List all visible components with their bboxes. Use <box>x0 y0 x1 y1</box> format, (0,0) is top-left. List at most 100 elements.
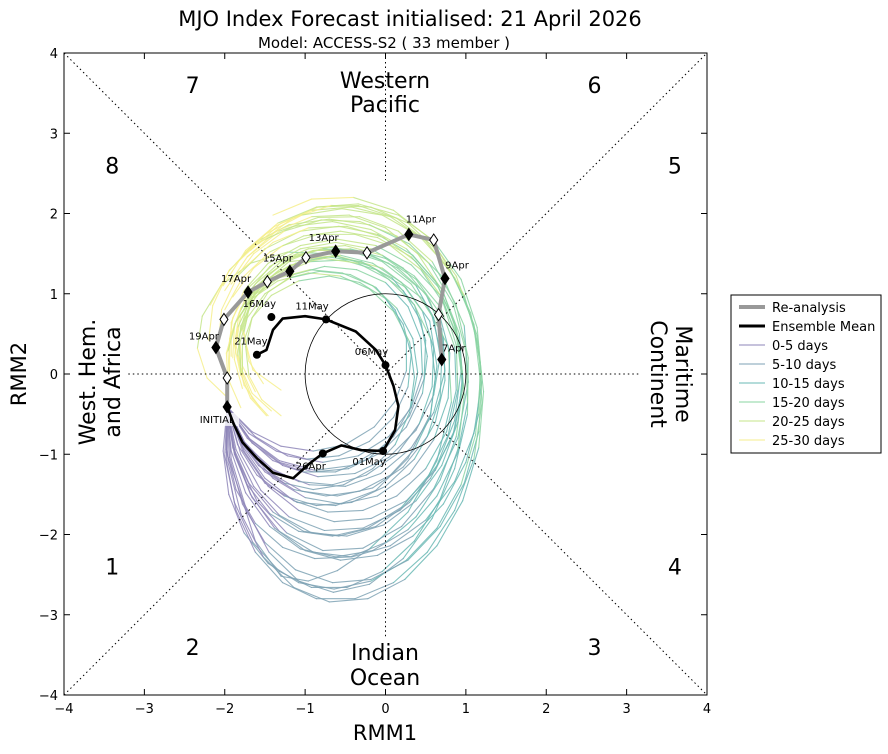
reanalysis-marker <box>429 233 439 247</box>
member-12-segment <box>311 196 354 200</box>
member-10-segment <box>248 482 274 513</box>
member-15-segment <box>322 455 359 463</box>
x-tick-label: 0 <box>381 702 389 717</box>
member-21-segment <box>248 262 276 288</box>
member-28-segment <box>344 426 375 446</box>
member-21-segment <box>327 509 364 513</box>
member-30-segment <box>264 471 295 491</box>
member-19-segment <box>275 450 308 460</box>
member-6-segment <box>251 392 272 412</box>
member-15-segment <box>323 265 358 271</box>
member-21-segment <box>264 477 295 502</box>
member-30-segment <box>388 278 415 306</box>
member-29-segment <box>330 204 372 208</box>
member-18-segment <box>460 278 478 329</box>
member-17-segment <box>401 281 424 312</box>
member-33-segment <box>331 527 369 537</box>
member-10-segment <box>338 525 377 537</box>
member-29-segment <box>282 582 317 600</box>
member-15-segment <box>248 375 263 401</box>
x-tick-label: −4 <box>54 702 73 717</box>
ensemble-mean-marker <box>252 350 261 359</box>
x-tick-label: −1 <box>296 702 315 717</box>
phase-number: 1 <box>105 556 119 581</box>
member-27-segment <box>346 524 385 537</box>
member-28-segment <box>246 293 266 319</box>
member-28-segment <box>226 406 253 433</box>
member-7-segment <box>381 540 415 572</box>
y-tick-label: 2 <box>50 208 58 223</box>
member-10-segment <box>375 501 411 528</box>
member-18-segment <box>357 203 399 216</box>
member-8-segment <box>288 516 325 532</box>
member-31-segment <box>274 527 306 552</box>
member-29-segment <box>370 206 409 224</box>
member-15-segment <box>251 291 269 319</box>
member-12-segment <box>298 582 335 590</box>
reanalysis-marker <box>362 245 372 260</box>
member-5-segment <box>268 551 300 582</box>
member-24-segment <box>240 296 256 327</box>
member-25-segment <box>269 525 301 550</box>
member-3-segment <box>457 381 469 439</box>
member-18-segment <box>454 432 475 483</box>
member-28-segment <box>290 270 321 279</box>
member-1-segment <box>307 570 338 582</box>
member-11-segment <box>354 456 390 475</box>
region-label: and Africa <box>101 326 126 437</box>
ensemble-mean-date-label: 06May <box>355 347 388 358</box>
member-29-segment <box>473 402 483 460</box>
member-4-segment <box>433 370 446 414</box>
member-20-segment <box>441 296 459 341</box>
reanalysis-date-label: 19Apr <box>189 332 220 343</box>
member-1-segment <box>436 401 452 462</box>
member-17-segment <box>298 480 334 486</box>
member-14-segment <box>335 241 372 250</box>
member-32-segment <box>235 294 255 322</box>
region-label: West. Hem. <box>76 319 101 446</box>
member-19-segment <box>328 275 361 284</box>
member-33-segment <box>447 389 459 436</box>
x-axis-label: RMM1 <box>353 721 417 745</box>
member-28-segment <box>238 317 248 346</box>
legend-label: 5-10 days <box>772 358 837 373</box>
member-9-segment <box>433 397 449 441</box>
member-29-segment <box>392 551 428 584</box>
region-label: Ocean <box>350 666 420 691</box>
member-22-segment <box>409 341 415 378</box>
phase-number: 8 <box>105 154 119 179</box>
member-26-segment <box>410 283 433 317</box>
diagonal-guide <box>63 52 708 696</box>
member-17-segment <box>418 386 433 425</box>
legend-label: Ensemble Mean <box>772 320 875 335</box>
member-7-segment <box>252 541 280 572</box>
member-32-segment <box>309 269 343 274</box>
member-13-segment <box>336 238 377 247</box>
member-10-segment <box>454 370 462 422</box>
member-25-segment <box>359 220 398 237</box>
member-12-segment <box>405 527 438 561</box>
member-20-segment <box>243 241 274 269</box>
member-26-segment <box>402 436 428 468</box>
member-12-segment <box>222 450 230 495</box>
member-24-segment <box>237 325 242 357</box>
member-27-segment <box>235 448 255 487</box>
member-8-segment <box>441 288 460 335</box>
member-32-segment <box>341 272 374 287</box>
member-32-segment <box>335 458 369 473</box>
member-1-segment <box>368 511 409 550</box>
reanalysis-marker <box>222 371 232 385</box>
member-29-segment <box>235 509 256 553</box>
member-31-segment <box>470 312 481 364</box>
member-31-segment <box>478 362 481 415</box>
ensemble-mean-marker <box>267 313 276 322</box>
legend-label: 25-30 days <box>772 434 845 449</box>
ensemble-mean-marker <box>322 315 331 324</box>
member-10-segment <box>436 419 456 467</box>
member-25-segment <box>396 235 430 264</box>
member-32-segment <box>372 285 398 309</box>
member-16-segment <box>227 461 242 515</box>
member-31-segment <box>381 214 420 237</box>
phase-number: 2 <box>186 636 200 661</box>
member-31-segment <box>301 208 343 216</box>
